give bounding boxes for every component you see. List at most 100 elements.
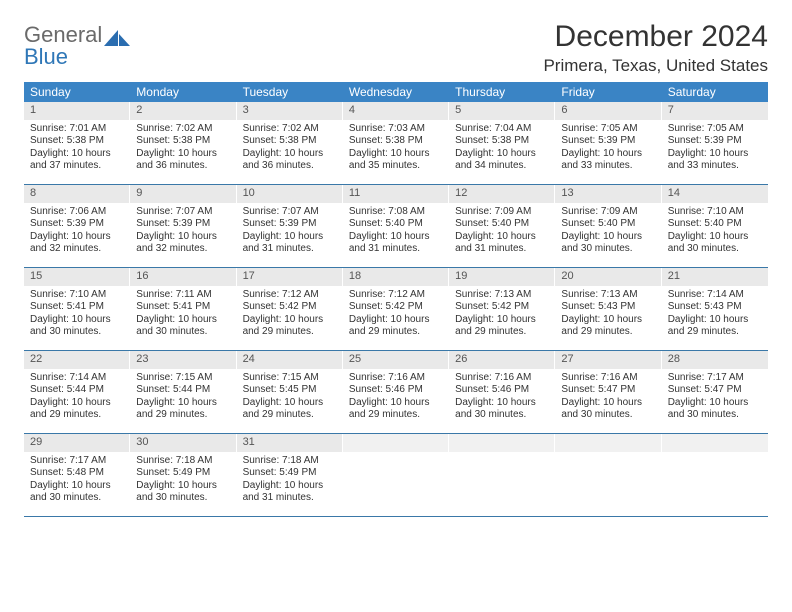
location-subtitle: Primera, Texas, United States bbox=[543, 56, 768, 76]
sunrise-text: Sunrise: 7:10 AM bbox=[668, 206, 762, 219]
month-title: December 2024 bbox=[543, 20, 768, 54]
day-details: Sunrise: 7:14 AMSunset: 5:44 PMDaylight:… bbox=[24, 369, 129, 427]
day-cell: 21Sunrise: 7:14 AMSunset: 5:43 PMDayligh… bbox=[662, 268, 768, 350]
sunset-text: Sunset: 5:38 PM bbox=[30, 135, 123, 148]
day-cell: 17Sunrise: 7:12 AMSunset: 5:42 PMDayligh… bbox=[237, 268, 343, 350]
daylight-text: Daylight: 10 hours and 29 minutes. bbox=[668, 314, 762, 339]
day-number: 28 bbox=[662, 351, 768, 369]
day-number: 20 bbox=[555, 268, 660, 286]
day-number: 7 bbox=[662, 102, 768, 120]
day-cell: 9Sunrise: 7:07 AMSunset: 5:39 PMDaylight… bbox=[130, 185, 236, 267]
weekday-friday: Friday bbox=[555, 82, 661, 102]
daylight-text: Daylight: 10 hours and 37 minutes. bbox=[30, 148, 123, 173]
week-row: 22Sunrise: 7:14 AMSunset: 5:44 PMDayligh… bbox=[24, 351, 768, 434]
day-cell: 28Sunrise: 7:17 AMSunset: 5:47 PMDayligh… bbox=[662, 351, 768, 433]
day-number: 16 bbox=[130, 268, 235, 286]
day-number: 30 bbox=[130, 434, 235, 452]
daylight-text: Daylight: 10 hours and 33 minutes. bbox=[668, 148, 762, 173]
day-details: Sunrise: 7:13 AMSunset: 5:43 PMDaylight:… bbox=[555, 286, 660, 344]
sunrise-text: Sunrise: 7:05 AM bbox=[668, 123, 762, 136]
sunset-text: Sunset: 5:41 PM bbox=[136, 301, 229, 314]
sunset-text: Sunset: 5:46 PM bbox=[349, 384, 442, 397]
day-cell: 26Sunrise: 7:16 AMSunset: 5:46 PMDayligh… bbox=[449, 351, 555, 433]
day-number: 26 bbox=[449, 351, 554, 369]
daylight-text: Daylight: 10 hours and 31 minutes. bbox=[243, 231, 336, 256]
day-number: 19 bbox=[449, 268, 554, 286]
sunset-text: Sunset: 5:43 PM bbox=[561, 301, 654, 314]
sunrise-text: Sunrise: 7:03 AM bbox=[349, 123, 442, 136]
daylight-text: Daylight: 10 hours and 30 minutes. bbox=[30, 314, 123, 339]
day-cell: 14Sunrise: 7:10 AMSunset: 5:40 PMDayligh… bbox=[662, 185, 768, 267]
daylight-text: Daylight: 10 hours and 30 minutes. bbox=[136, 480, 229, 505]
sunrise-text: Sunrise: 7:14 AM bbox=[668, 289, 762, 302]
sunset-text: Sunset: 5:39 PM bbox=[30, 218, 123, 231]
day-number: 5 bbox=[449, 102, 554, 120]
daylight-text: Daylight: 10 hours and 29 minutes. bbox=[455, 314, 548, 339]
sunset-text: Sunset: 5:40 PM bbox=[349, 218, 442, 231]
day-number: 1 bbox=[24, 102, 129, 120]
daylight-text: Daylight: 10 hours and 31 minutes. bbox=[455, 231, 548, 256]
week-row: 8Sunrise: 7:06 AMSunset: 5:39 PMDaylight… bbox=[24, 185, 768, 268]
daylight-text: Daylight: 10 hours and 30 minutes. bbox=[561, 231, 654, 256]
day-number: 21 bbox=[662, 268, 768, 286]
day-cell bbox=[343, 434, 449, 516]
day-number: 3 bbox=[237, 102, 342, 120]
sunrise-text: Sunrise: 7:16 AM bbox=[349, 372, 442, 385]
sunrise-text: Sunrise: 7:02 AM bbox=[136, 123, 229, 136]
sunrise-text: Sunrise: 7:10 AM bbox=[30, 289, 123, 302]
day-details: Sunrise: 7:15 AMSunset: 5:45 PMDaylight:… bbox=[237, 369, 342, 427]
day-details: Sunrise: 7:12 AMSunset: 5:42 PMDaylight:… bbox=[343, 286, 448, 344]
daylight-text: Daylight: 10 hours and 36 minutes. bbox=[243, 148, 336, 173]
day-cell: 7Sunrise: 7:05 AMSunset: 5:39 PMDaylight… bbox=[662, 102, 768, 184]
sunset-text: Sunset: 5:40 PM bbox=[668, 218, 762, 231]
sunrise-text: Sunrise: 7:07 AM bbox=[243, 206, 336, 219]
sunrise-text: Sunrise: 7:09 AM bbox=[455, 206, 548, 219]
day-details: Sunrise: 7:16 AMSunset: 5:47 PMDaylight:… bbox=[555, 369, 660, 427]
day-cell bbox=[555, 434, 661, 516]
daylight-text: Daylight: 10 hours and 31 minutes. bbox=[243, 480, 336, 505]
day-number: 8 bbox=[24, 185, 129, 203]
sunrise-text: Sunrise: 7:14 AM bbox=[30, 372, 123, 385]
day-details: Sunrise: 7:10 AMSunset: 5:41 PMDaylight:… bbox=[24, 286, 129, 344]
weekday-saturday: Saturday bbox=[662, 82, 768, 102]
day-details bbox=[449, 452, 554, 460]
day-details: Sunrise: 7:15 AMSunset: 5:44 PMDaylight:… bbox=[130, 369, 235, 427]
daylight-text: Daylight: 10 hours and 31 minutes. bbox=[349, 231, 442, 256]
day-cell: 18Sunrise: 7:12 AMSunset: 5:42 PMDayligh… bbox=[343, 268, 449, 350]
sunrise-text: Sunrise: 7:06 AM bbox=[30, 206, 123, 219]
day-number: 22 bbox=[24, 351, 129, 369]
day-cell: 23Sunrise: 7:15 AMSunset: 5:44 PMDayligh… bbox=[130, 351, 236, 433]
day-details: Sunrise: 7:13 AMSunset: 5:42 PMDaylight:… bbox=[449, 286, 554, 344]
daylight-text: Daylight: 10 hours and 29 minutes. bbox=[243, 314, 336, 339]
day-details bbox=[662, 452, 768, 460]
daylight-text: Daylight: 10 hours and 30 minutes. bbox=[561, 397, 654, 422]
sunrise-text: Sunrise: 7:13 AM bbox=[455, 289, 548, 302]
sunset-text: Sunset: 5:38 PM bbox=[349, 135, 442, 148]
weeks-container: 1Sunrise: 7:01 AMSunset: 5:38 PMDaylight… bbox=[24, 102, 768, 517]
sunset-text: Sunset: 5:38 PM bbox=[243, 135, 336, 148]
day-details: Sunrise: 7:02 AMSunset: 5:38 PMDaylight:… bbox=[130, 120, 235, 178]
day-details: Sunrise: 7:18 AMSunset: 5:49 PMDaylight:… bbox=[130, 452, 235, 510]
daylight-text: Daylight: 10 hours and 32 minutes. bbox=[30, 231, 123, 256]
day-number: 4 bbox=[343, 102, 448, 120]
sunset-text: Sunset: 5:47 PM bbox=[561, 384, 654, 397]
sunrise-text: Sunrise: 7:12 AM bbox=[243, 289, 336, 302]
day-number: 15 bbox=[24, 268, 129, 286]
daylight-text: Daylight: 10 hours and 36 minutes. bbox=[136, 148, 229, 173]
day-details: Sunrise: 7:09 AMSunset: 5:40 PMDaylight:… bbox=[555, 203, 660, 261]
sunset-text: Sunset: 5:44 PM bbox=[136, 384, 229, 397]
sunset-text: Sunset: 5:44 PM bbox=[30, 384, 123, 397]
day-number: 23 bbox=[130, 351, 235, 369]
daylight-text: Daylight: 10 hours and 29 minutes. bbox=[30, 397, 123, 422]
sunset-text: Sunset: 5:47 PM bbox=[668, 384, 762, 397]
daylight-text: Daylight: 10 hours and 30 minutes. bbox=[455, 397, 548, 422]
day-number: 25 bbox=[343, 351, 448, 369]
sunset-text: Sunset: 5:49 PM bbox=[136, 467, 229, 480]
day-cell: 31Sunrise: 7:18 AMSunset: 5:49 PMDayligh… bbox=[237, 434, 343, 516]
day-details: Sunrise: 7:10 AMSunset: 5:40 PMDaylight:… bbox=[662, 203, 768, 261]
day-number: 13 bbox=[555, 185, 660, 203]
week-row: 29Sunrise: 7:17 AMSunset: 5:48 PMDayligh… bbox=[24, 434, 768, 517]
day-details: Sunrise: 7:12 AMSunset: 5:42 PMDaylight:… bbox=[237, 286, 342, 344]
day-cell: 11Sunrise: 7:08 AMSunset: 5:40 PMDayligh… bbox=[343, 185, 449, 267]
sunrise-text: Sunrise: 7:08 AM bbox=[349, 206, 442, 219]
